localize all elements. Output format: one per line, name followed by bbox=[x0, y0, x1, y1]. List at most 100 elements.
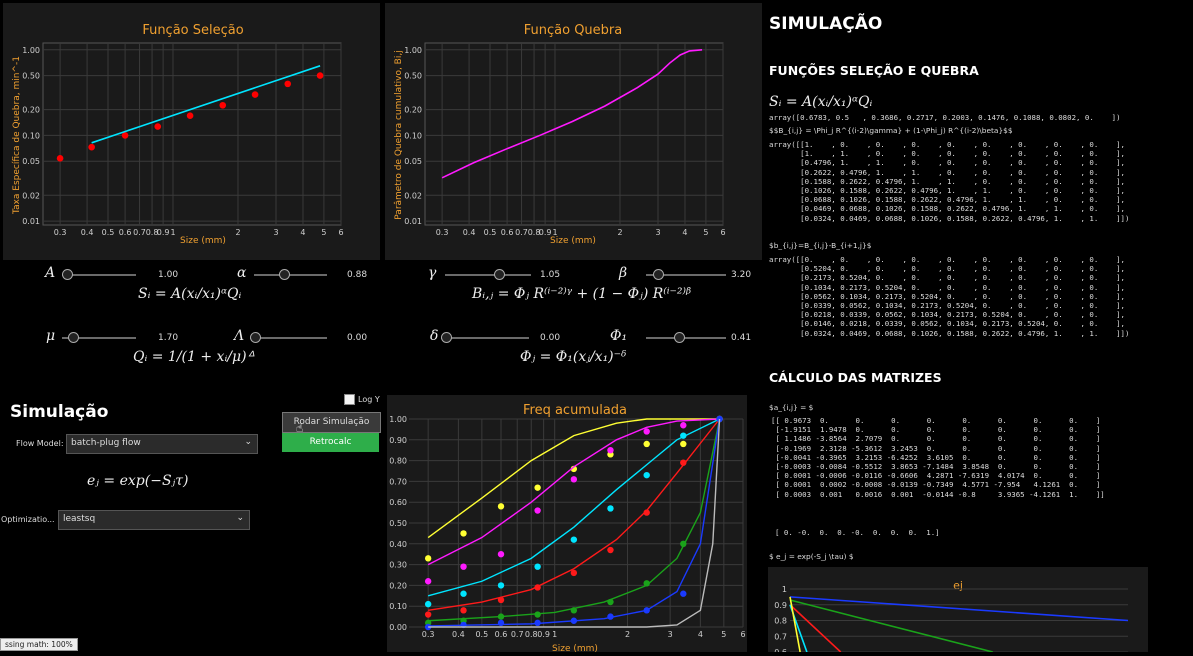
x-tick-label: 3 bbox=[668, 630, 673, 639]
selection-panel: Função Seleção Size (mm) Taxa Específica… bbox=[3, 3, 380, 260]
x-tick-label: 0.8 bbox=[146, 228, 159, 237]
y-tick-label: 0.10 bbox=[404, 131, 422, 140]
flow-model-select[interactable]: batch-plug flow ⌄ bbox=[66, 434, 258, 454]
x-tick-label: 0.7 bbox=[511, 630, 524, 639]
data-point bbox=[284, 80, 292, 88]
y-tick-label: 1.00 bbox=[404, 46, 422, 55]
slider-label: δ bbox=[430, 328, 439, 344]
parameter-slider[interactable] bbox=[62, 269, 136, 281]
data-point bbox=[497, 619, 505, 627]
optimization-select[interactable]: leastsq ⌄ bbox=[58, 510, 250, 530]
optimization-value: leastsq bbox=[63, 514, 96, 524]
x-tick-label: 1 bbox=[170, 228, 175, 237]
breakage-panel: Função Quebra Size (mm) Parâmetro de Que… bbox=[385, 3, 762, 260]
y-tick-label: 0.01 bbox=[22, 217, 40, 226]
selection-chart: Função Seleção Size (mm) Taxa Específica… bbox=[12, 23, 344, 246]
y-tick-label: 0.50 bbox=[404, 72, 422, 81]
series-line bbox=[428, 418, 721, 627]
data-point bbox=[534, 619, 541, 627]
parameter-slider[interactable] bbox=[646, 332, 726, 344]
x-tick-label: 4 bbox=[300, 228, 305, 237]
y-tick-label: 0.10 bbox=[389, 602, 407, 611]
data-point bbox=[534, 584, 541, 591]
y-tick-label: 0.00 bbox=[389, 623, 407, 632]
parameter-slider[interactable] bbox=[62, 332, 136, 344]
slider-thumb[interactable] bbox=[68, 332, 80, 343]
slider-track[interactable] bbox=[646, 337, 726, 339]
breakage-chart: Função Quebra Size (mm) Parâmetro de Que… bbox=[394, 23, 726, 246]
y-tick-label: 1.00 bbox=[22, 46, 40, 55]
parameter-slider[interactable] bbox=[250, 332, 327, 344]
x-tick-label: 0.5 bbox=[475, 630, 488, 639]
main-heading: SIMULAÇÃO bbox=[769, 14, 883, 34]
slider-thumb[interactable] bbox=[250, 332, 261, 343]
parameter-slider[interactable] bbox=[445, 269, 531, 281]
mathjax-status: ssing math: 100% bbox=[0, 638, 78, 651]
parameter-slider[interactable] bbox=[646, 269, 726, 281]
slider-thumb[interactable] bbox=[441, 332, 452, 343]
retrocalc-button[interactable]: Retrocalc bbox=[282, 433, 379, 452]
data-point bbox=[497, 613, 505, 620]
parameter-slider[interactable] bbox=[441, 332, 529, 344]
run-simulation-button[interactable]: Rodar Simulação bbox=[282, 412, 381, 433]
flow-model-label: Flow Model: bbox=[16, 439, 64, 448]
data-point bbox=[424, 555, 432, 562]
slider-thumb[interactable] bbox=[673, 332, 685, 343]
x-tick-label: 0.3 bbox=[54, 228, 67, 237]
slider-thumb[interactable] bbox=[278, 269, 290, 280]
formula-b-ij: Bᵢ,ⱼ = Φⱼ R⁽ⁱ⁻²⁾ᵞ + (1 − Φⱼ) R⁽ⁱ⁻²⁾ᵝ bbox=[472, 286, 692, 302]
series-line bbox=[427, 418, 720, 539]
x-tick-label: 5 bbox=[703, 228, 708, 237]
data-point bbox=[460, 607, 467, 614]
x-tick-label: 6 bbox=[720, 228, 725, 237]
y-tick-label: 0.70 bbox=[389, 477, 407, 486]
slider-value: 0.88 bbox=[347, 270, 368, 280]
x-tick-label: 1 bbox=[552, 228, 557, 237]
data-point bbox=[643, 509, 650, 516]
slider-track[interactable] bbox=[62, 274, 136, 276]
y-tick-label: 0.20 bbox=[389, 581, 407, 590]
data-point bbox=[643, 428, 650, 435]
x-tick-label: 6 bbox=[740, 630, 745, 639]
x-tick-label: 0.7 bbox=[515, 228, 528, 237]
a-array: [[ 0.9673 0. 0. 0. 0. 0. 0. 0. 0. ] [-1.… bbox=[771, 416, 1105, 499]
y-tick-label: 0.02 bbox=[404, 191, 422, 200]
data-point bbox=[607, 598, 614, 606]
slider-thumb[interactable] bbox=[62, 269, 73, 280]
data-point bbox=[680, 590, 687, 597]
slider-value: 0.00 bbox=[347, 333, 368, 343]
parameter-slider[interactable] bbox=[254, 269, 327, 281]
slider-track[interactable] bbox=[254, 274, 327, 276]
data-point bbox=[570, 617, 578, 624]
data-point bbox=[534, 484, 541, 491]
data-point bbox=[121, 132, 129, 139]
data-point bbox=[570, 536, 578, 543]
slider-track[interactable] bbox=[445, 274, 531, 276]
slider-label: γ bbox=[428, 265, 437, 281]
slider-track[interactable] bbox=[646, 274, 726, 276]
y-tick-label: 1 bbox=[782, 585, 787, 594]
x-tick-label: 4 bbox=[698, 630, 703, 639]
x-tick-label: 0.4 bbox=[81, 228, 94, 237]
freq-panel: Freq acumulada Size (mm) 0.3 0.4 0.5 0.6 0.7… bbox=[387, 395, 747, 654]
slider-thumb[interactable] bbox=[493, 269, 505, 280]
b-array: array([[1. , 0. , 0. , 0. , 0. , 0. , 0.… bbox=[769, 140, 1130, 223]
zeros-row: [ 0. -0. 0. 0. -0. 0. 0. 0. 1.] bbox=[775, 528, 940, 537]
data-point bbox=[643, 580, 650, 587]
y-tick-label: 0.8 bbox=[774, 617, 787, 626]
slider-label: β bbox=[619, 265, 628, 281]
slider-label: α bbox=[237, 265, 247, 281]
slider-value: 1.00 bbox=[158, 270, 179, 280]
slider-track[interactable] bbox=[441, 337, 529, 339]
b-latex: $$B_{i,j} = \Phi_j R^{(i-2)\gamma} + (1-… bbox=[769, 126, 1013, 135]
freq-chart: Freq acumulada Size (mm) 0.3 0.4 0.5 0.6 0.7… bbox=[389, 403, 745, 654]
slider-track[interactable] bbox=[62, 337, 136, 339]
series-line bbox=[789, 596, 801, 653]
logy-checkbox[interactable] bbox=[344, 394, 355, 405]
slider-track[interactable] bbox=[250, 337, 327, 339]
series-line bbox=[427, 418, 720, 597]
x-tick-label: 0.4 bbox=[452, 630, 465, 639]
y-tick-label: 0.02 bbox=[22, 191, 40, 200]
x-tick-label: 0.5 bbox=[102, 228, 115, 237]
slider-thumb[interactable] bbox=[652, 269, 664, 280]
